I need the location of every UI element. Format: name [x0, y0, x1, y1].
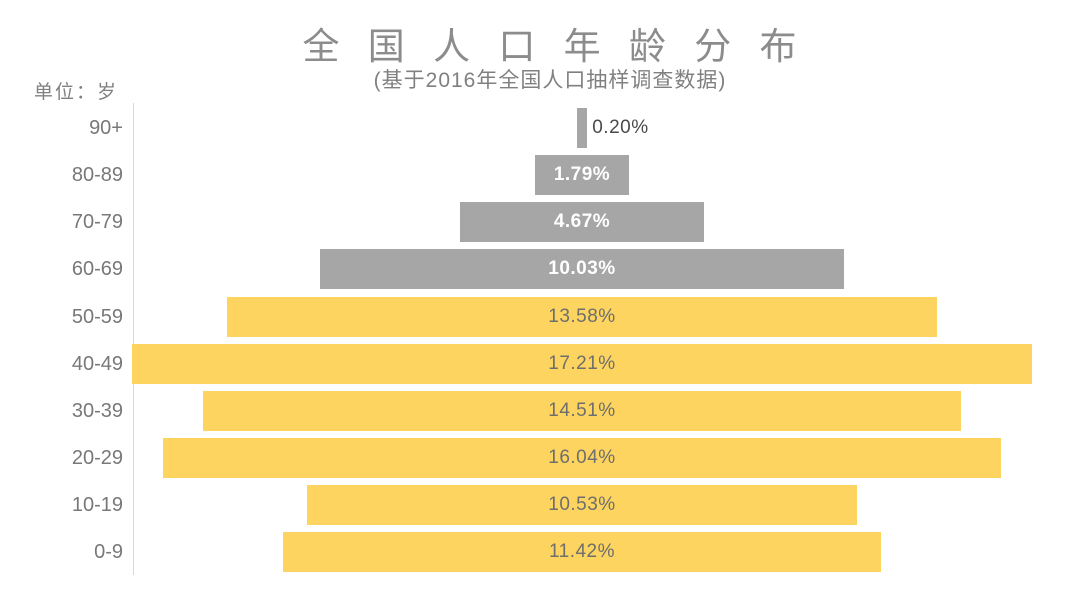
- age-label: 10-19: [71, 494, 123, 516]
- bar: [459, 202, 705, 242]
- value-label: 1.79%: [553, 164, 611, 185]
- bar-row: 70-79 4.67%: [0, 202, 1080, 242]
- bar: [283, 532, 881, 572]
- bar: [319, 249, 845, 289]
- bar-row: 90+ 0.20%: [0, 108, 1080, 148]
- bar: [226, 297, 938, 337]
- age-label: 80-89: [71, 164, 123, 186]
- bar-row: 20-29 16.04%: [0, 438, 1080, 478]
- age-label: 60-69: [71, 258, 123, 280]
- bar-row: 0-9 11.42%: [0, 532, 1080, 572]
- bar: [306, 485, 858, 525]
- age-label: 20-29: [71, 447, 123, 469]
- bar: [576, 108, 588, 148]
- value-label: 4.67%: [553, 211, 611, 232]
- bar-row: 60-69 10.03%: [0, 249, 1080, 289]
- bar: [131, 344, 1033, 384]
- bar-row: 30-39 14.51%: [0, 391, 1080, 431]
- value-label: 17.21%: [548, 353, 616, 374]
- bar: [535, 155, 629, 195]
- bar: [162, 438, 1002, 478]
- value-label: 16.04%: [548, 447, 616, 468]
- bar-row: 10-19 10.53%: [0, 485, 1080, 525]
- y-axis-line: [133, 103, 134, 575]
- bar-row: 40-49 17.21%: [0, 344, 1080, 384]
- age-label: 50-59: [71, 306, 123, 328]
- chart-title: 全 国 人 口 年 龄 分 布: [302, 26, 806, 67]
- age-label: 90+: [89, 117, 123, 139]
- chart-subtitle: (基于2016年全国人口抽样调查数据): [373, 69, 727, 92]
- value-label: 10.03%: [548, 258, 616, 279]
- value-label: 0.20%: [592, 117, 649, 138]
- bar-row: 50-59 13.58%: [0, 297, 1080, 337]
- age-label: 30-39: [71, 400, 123, 422]
- value-label: 13.58%: [548, 306, 616, 327]
- bar-row: 80-89 1.79%: [0, 155, 1080, 195]
- bar: [202, 391, 962, 431]
- value-label: 11.42%: [548, 541, 616, 562]
- unit-label: 单位：岁: [34, 82, 119, 103]
- age-label: 40-49: [71, 353, 123, 375]
- value-label: 10.53%: [548, 494, 616, 515]
- age-label: 0-9: [94, 541, 123, 563]
- value-label: 14.51%: [548, 400, 616, 421]
- age-label: 70-79: [71, 211, 123, 233]
